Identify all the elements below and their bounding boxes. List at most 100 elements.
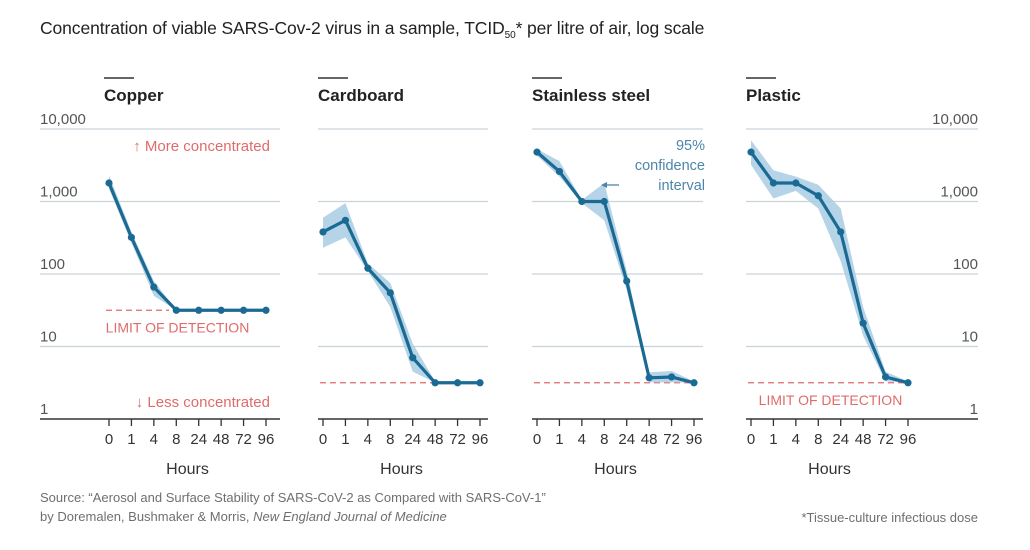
x-tick-label: 24 bbox=[618, 431, 635, 448]
annotation-confidence-interval: interval bbox=[658, 178, 705, 194]
data-point bbox=[105, 179, 113, 187]
series-line-plastic bbox=[749, 151, 909, 385]
x-tick-label: 4 bbox=[150, 431, 158, 448]
x-tick-label: 72 bbox=[663, 431, 680, 448]
panel-title-stainless-steel: Stainless steel bbox=[532, 86, 650, 105]
panel-title-copper: Copper bbox=[104, 86, 164, 105]
source-line-1: Source: “Aerosol and Surface Stability o… bbox=[40, 490, 546, 505]
x-tick-label: 4 bbox=[792, 431, 800, 448]
data-point bbox=[150, 283, 158, 291]
x-tick-label: 1 bbox=[769, 431, 777, 448]
data-point bbox=[837, 228, 845, 236]
data-point bbox=[747, 148, 755, 156]
data-point bbox=[431, 379, 439, 387]
source-note: Source: “Aerosol and Surface Stability o… bbox=[40, 488, 546, 526]
x-tick-label: 8 bbox=[814, 431, 822, 448]
x-tick-label: 1 bbox=[555, 431, 563, 448]
panel-title-cardboard: Cardboard bbox=[318, 86, 404, 105]
data-point bbox=[364, 264, 372, 272]
title-main: Concentration of viable SARS-Cov-2 virus… bbox=[40, 18, 505, 38]
x-tick-label: 8 bbox=[386, 431, 394, 448]
x-tick-label: 24 bbox=[832, 431, 849, 448]
x-tick-label: 1 bbox=[341, 431, 349, 448]
annotation-confidence-interval: confidence bbox=[635, 158, 705, 174]
x-tick-label: 4 bbox=[364, 431, 372, 448]
data-point bbox=[645, 374, 653, 382]
x-tick-label: 24 bbox=[404, 431, 421, 448]
x-tick-label: 8 bbox=[172, 431, 180, 448]
annotation-less-concentrated: ↓ Less concentrated bbox=[136, 394, 270, 411]
data-point bbox=[239, 306, 248, 314]
y-tick-label: 1,000 bbox=[940, 184, 978, 201]
data-point bbox=[814, 192, 822, 200]
data-point bbox=[578, 197, 586, 206]
x-tick-label: 96 bbox=[258, 431, 275, 448]
data-point bbox=[409, 354, 417, 362]
footnote: *Tissue-culture infectious dose bbox=[801, 510, 978, 525]
panel-title-plastic: Plastic bbox=[746, 86, 801, 105]
data-point bbox=[217, 306, 225, 314]
x-tick-label: 0 bbox=[105, 431, 113, 448]
confidence-band-plastic bbox=[751, 140, 908, 383]
x-tick-label: 72 bbox=[449, 431, 466, 448]
annotation-arrowhead bbox=[601, 182, 607, 188]
x-tick-label: 0 bbox=[747, 431, 755, 448]
data-point bbox=[319, 228, 327, 236]
x-tick-label: 96 bbox=[686, 431, 703, 448]
limit-of-detection-label: LIMIT OF DETECTION bbox=[106, 319, 250, 335]
y-tick-label: 1,000 bbox=[40, 184, 78, 201]
y-tick-label: 100 bbox=[40, 256, 65, 273]
series-line-copper bbox=[107, 182, 266, 312]
title-subscript: 50 bbox=[504, 30, 516, 41]
x-tick-label: 4 bbox=[578, 431, 586, 448]
data-point bbox=[127, 233, 136, 241]
x-tick-label: 72 bbox=[877, 431, 894, 448]
y-tick-label: 1 bbox=[40, 401, 48, 418]
data-point bbox=[623, 277, 631, 285]
x-tick-label: 48 bbox=[641, 431, 658, 448]
data-point bbox=[195, 306, 203, 314]
y-tick-label: 1 bbox=[970, 401, 978, 418]
title-suffix: * per litre of air, log scale bbox=[515, 18, 705, 38]
chart-title: Concentration of viable SARS-Cov-2 virus… bbox=[40, 18, 704, 41]
x-tick-label: 72 bbox=[235, 431, 252, 448]
data-point bbox=[533, 148, 541, 156]
y-tick-label: 10,000 bbox=[932, 111, 978, 128]
y-tick-label: 10 bbox=[40, 329, 57, 346]
data-point bbox=[172, 306, 180, 314]
data-point bbox=[262, 306, 270, 314]
source-authors: by Doremalen, Bushmaker & Morris, bbox=[40, 509, 254, 524]
x-tick-label: 48 bbox=[427, 431, 444, 448]
data-point bbox=[453, 379, 462, 387]
confidence-band-cardboard bbox=[323, 203, 480, 383]
data-point bbox=[600, 197, 608, 206]
x-tick-label: 48 bbox=[213, 431, 230, 448]
data-point bbox=[667, 373, 676, 381]
annotation-confidence-interval: 95% bbox=[676, 138, 705, 154]
limit-of-detection-label: LIMIT OF DETECTION bbox=[759, 392, 903, 408]
y-tick-label: 10 bbox=[961, 329, 978, 346]
x-tick-label: 1 bbox=[127, 431, 135, 448]
data-point bbox=[792, 179, 800, 187]
data-point bbox=[881, 373, 890, 381]
series-line-stainless-steel bbox=[535, 150, 695, 385]
y-tick-label: 100 bbox=[953, 256, 978, 273]
x-axis-title: Hours bbox=[594, 461, 637, 478]
x-axis-title: Hours bbox=[380, 461, 423, 478]
series-line-cardboard bbox=[322, 218, 480, 385]
x-tick-label: 0 bbox=[319, 431, 327, 448]
x-axis-title: Hours bbox=[166, 461, 209, 478]
x-tick-label: 0 bbox=[533, 431, 541, 448]
data-point bbox=[386, 289, 394, 297]
x-tick-label: 24 bbox=[190, 431, 207, 448]
data-point bbox=[341, 216, 350, 224]
data-point bbox=[859, 319, 867, 327]
data-point bbox=[690, 379, 698, 387]
data-point bbox=[555, 167, 564, 176]
annotation-more-concentrated: ↑ More concentrated bbox=[133, 138, 270, 155]
x-tick-label: 8 bbox=[600, 431, 608, 448]
x-tick-label: 96 bbox=[900, 431, 917, 448]
x-axis-title: Hours bbox=[808, 461, 851, 478]
data-point bbox=[769, 179, 778, 187]
